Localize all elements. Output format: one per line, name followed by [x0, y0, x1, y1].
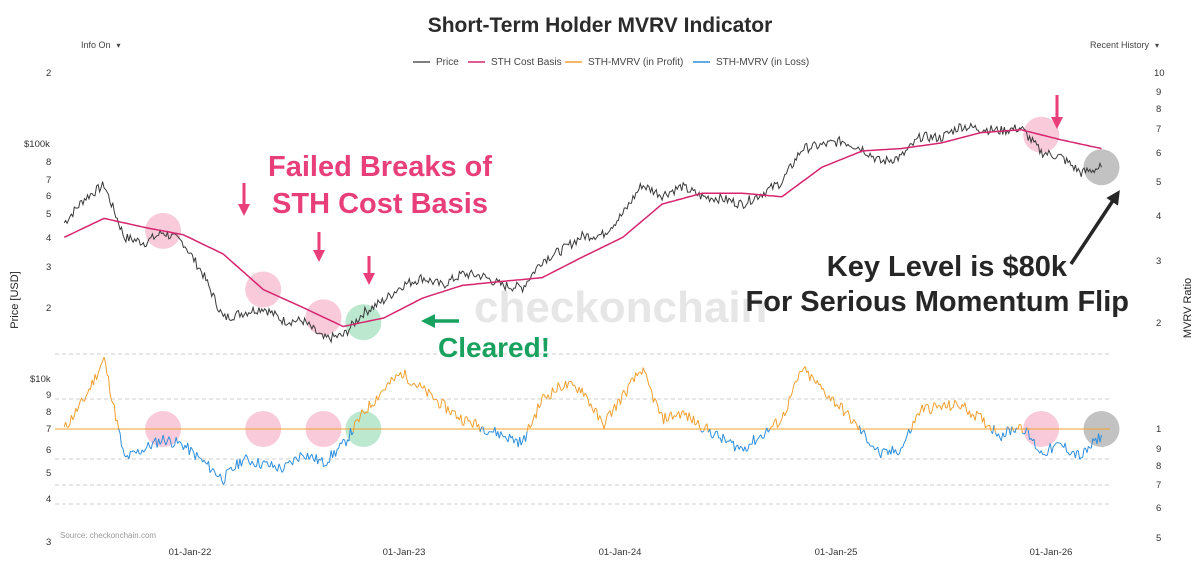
- tick-label: 4: [1156, 211, 1161, 222]
- tick-label: 7: [1156, 124, 1161, 135]
- tick-label: $10k: [30, 374, 51, 385]
- tick-label: 7: [46, 424, 51, 435]
- tick-label: 5: [46, 209, 51, 220]
- tick-label: 7: [46, 175, 51, 186]
- tick-label: 2: [1156, 318, 1161, 329]
- tick-label: 6: [1156, 148, 1161, 159]
- x-tick-label: 01-Jan-22: [169, 547, 212, 558]
- legend: Price STH Cost Basis STH-MVRV (in Profit…: [413, 57, 809, 68]
- tick-label: 8: [1156, 104, 1161, 115]
- tick-label: 10: [1154, 68, 1165, 79]
- bottom-left-axis: $10k 9 8 7 6 5 4 3: [30, 374, 51, 548]
- tick-label: 3: [46, 262, 51, 273]
- x-tick-label: 01-Jan-26: [1030, 547, 1073, 558]
- legend-mvrv-loss: STH-MVRV (in Loss): [716, 57, 809, 68]
- annotation-cleared: Cleared!: [438, 332, 550, 363]
- tick-label: 9: [1156, 444, 1161, 455]
- tick-label: 5: [1156, 177, 1161, 188]
- watermark: checkonchain: [474, 283, 767, 332]
- x-tick-label: 01-Jan-25: [815, 547, 858, 558]
- annotation-failed-line1: Failed Breaks of: [268, 151, 492, 183]
- tick-label: 6: [46, 191, 51, 202]
- history-dropdown[interactable]: Recent History ▾: [1090, 40, 1159, 50]
- annotation-failed-line2: STH Cost Basis: [272, 188, 488, 220]
- legend-mvrv-profit: STH-MVRV (in Profit): [588, 57, 683, 68]
- top-right-axis: 10 9 8 7 6 5 4 3 2: [1154, 68, 1165, 329]
- price-line: [63, 122, 1102, 344]
- x-tick-label: 01-Jan-24: [599, 547, 642, 558]
- tick-label: $100k: [24, 139, 50, 150]
- chevron-down-icon: ▾: [116, 41, 121, 50]
- bottom-right-axis: 1 9 8 7 6 5: [1156, 424, 1161, 544]
- tick-label: 6: [46, 445, 51, 456]
- x-axis: 01-Jan-22 01-Jan-23 01-Jan-24 01-Jan-25 …: [169, 547, 1073, 558]
- tick-label: 8: [1156, 461, 1161, 472]
- arrow-key-level: [1069, 190, 1120, 265]
- tick-label: 1: [1156, 424, 1161, 435]
- tick-label: 5: [46, 468, 51, 479]
- info-dropdown[interactable]: Info On ▾: [81, 40, 121, 50]
- mvrv-grid: [55, 353, 1110, 505]
- tick-label: 3: [1156, 256, 1161, 267]
- chart-title: Short-Term Holder MVRV Indicator: [427, 14, 773, 37]
- tick-label: 7: [1156, 480, 1161, 491]
- tick-label: 5: [1156, 533, 1161, 544]
- tick-label: 4: [46, 494, 51, 505]
- annotation-key-line2: For Serious Momentum Flip: [746, 286, 1129, 318]
- sth-cost-basis-line: [63, 128, 1102, 328]
- chevron-down-icon: ▾: [1155, 41, 1160, 50]
- tick-label: 8: [46, 157, 51, 168]
- tick-label: 6: [1156, 503, 1161, 514]
- annotation-key-line1: Key Level is $80k: [827, 251, 1068, 283]
- y-axis-title-right: MVRV Ratio: [1182, 278, 1194, 338]
- top-left-axis: 2 $100k 8 7 6 5 4 3 2: [24, 68, 51, 314]
- tick-label: 9: [1156, 87, 1161, 98]
- tick-label: 2: [46, 303, 51, 314]
- tick-label: 9: [46, 390, 51, 401]
- x-tick-label: 01-Jan-23: [383, 547, 426, 558]
- history-dropdown-label: Recent History: [1090, 40, 1150, 50]
- mvrv-profit-line: [63, 356, 1029, 434]
- tick-label: 2: [46, 68, 51, 79]
- mvrv-loss-line: [118, 425, 1102, 485]
- tick-label: 3: [46, 537, 51, 548]
- info-dropdown-label: Info On: [81, 40, 111, 50]
- legend-price: Price: [436, 57, 459, 68]
- tick-label: 8: [46, 407, 51, 418]
- source-note: Source: checkonchain.com: [60, 531, 156, 540]
- tick-label: 4: [46, 233, 51, 244]
- y-axis-title-left: Price [USD]: [9, 271, 21, 328]
- legend-sth-cost-basis: STH Cost Basis: [491, 57, 562, 68]
